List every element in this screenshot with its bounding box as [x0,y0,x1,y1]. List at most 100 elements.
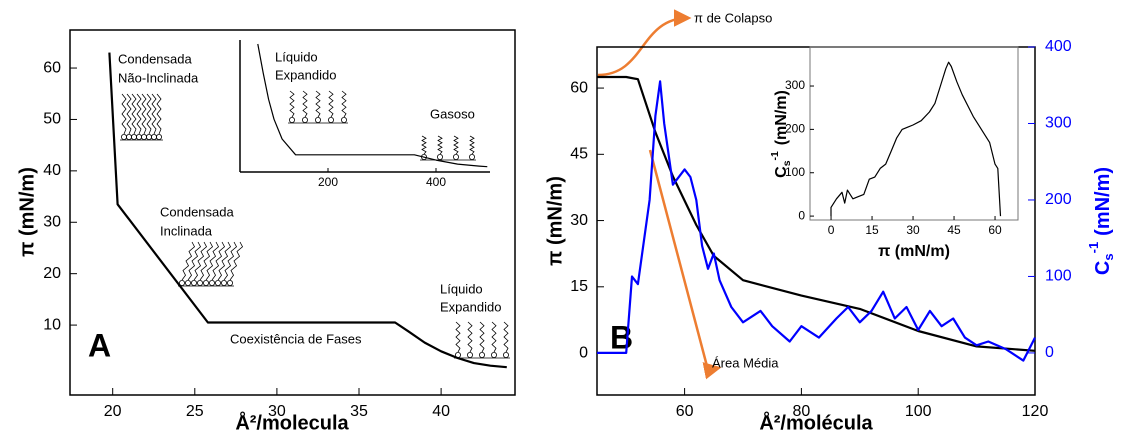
lipid-tail [126,93,132,135]
y-tick-label: 100 [785,165,805,179]
y-tick-label: 50 [43,111,61,128]
panel-label: A [88,327,111,363]
lipid-head [202,279,209,286]
y-tick-label: 60 [570,79,588,96]
axis-title: Cs-1 (mN/m) [770,90,793,178]
axis-title-part: C [1092,261,1114,275]
lipid-tail [151,93,157,135]
lipid-tail [503,321,509,353]
lipid-head [121,133,128,140]
x-tick-label: 45 [947,223,961,237]
lipid-tail [121,93,127,135]
lipid-tail [341,90,347,118]
tangent-line [648,149,710,371]
lipid-tail [141,93,147,135]
axis-title-part: -1 [770,151,781,160]
annotation: π de Colapso [694,10,772,25]
x-axis-title: Å²/molecula [235,410,349,434]
y2-tick-label: 100 [1045,268,1072,285]
lipid-head [226,279,233,286]
lipid-tail [136,93,142,135]
y-tick-label: 300 [785,78,805,92]
lipid-tail [205,241,220,281]
lipid-head [178,279,185,286]
lipid-tail [455,321,461,353]
lipid-head [155,133,162,140]
annotation: Condensada [118,51,192,66]
lipid-head [490,351,497,358]
y-tick-label: 10 [43,316,61,333]
x-tick-label: 30 [268,403,286,420]
lipid-head [214,279,221,286]
lipid-head [190,279,197,286]
lipid-head [420,153,427,160]
lipid-tail [229,241,244,281]
y-tick-label: 40 [43,162,61,179]
lipid-tail [131,93,137,135]
series-line [597,80,1036,362]
lipid-head [135,133,142,140]
series-line [108,52,507,369]
y2-tick-label: 400 [1045,38,1072,55]
axis-title-part: -1 [1086,242,1101,254]
y-tick-label: 30 [570,212,588,229]
series-line [257,43,488,168]
y-tick-label: 0 [798,208,805,222]
lipid-tail [217,241,232,281]
arrow [702,362,722,380]
lipid-tail [302,90,308,118]
lipid-head [468,153,475,160]
axis-title-part: s [782,160,793,166]
x-tick-label: 200 [318,175,338,189]
x-tick-label: 100 [905,403,932,420]
lipid-head [126,133,133,140]
y-tick-label: 60 [43,59,61,76]
x-tick-label: 15 [865,223,879,237]
lipid-head [196,279,203,286]
lipid-tail [146,93,152,135]
y-tick-label: 20 [43,265,61,282]
lipid-head [314,117,321,124]
annotation: Coexistência de Fases [230,331,362,346]
lipid-tail [187,241,202,281]
annotation: Expandido [440,299,501,314]
annotation: Condensada [160,204,234,219]
x-tick-label: 30 [906,223,920,237]
lipid-head [140,133,147,140]
lipid-head [436,153,443,160]
x-tick-label: 80 [793,403,811,420]
lipid-head [478,351,485,358]
x-tick-label: 20 [104,403,122,420]
lipid-head [288,117,295,124]
lipid-head [130,133,137,140]
series-line [830,61,1002,217]
lipid-tail [156,93,162,135]
lipid-head [454,351,461,358]
lipid-tail [315,90,321,118]
x-tick-label: 60 [676,403,694,420]
y-tick-label: 30 [43,213,61,230]
lipid-tail [421,135,427,155]
y-tick-label: 15 [570,278,588,295]
x-tick-label: 120 [1022,403,1049,420]
x-tick-label: 0 [828,223,835,237]
lipid-tail [181,241,196,281]
lipid-tail [328,90,334,118]
y-axis-title: π (mN/m) [16,167,38,257]
lipid-tail [289,90,295,118]
plot-frame [809,46,1019,221]
plot-frame [69,29,516,396]
y-tick-label: 200 [785,122,805,136]
x-tick-label: 35 [350,403,368,420]
annotation: Líquido [440,281,483,296]
annotation: Não-Inclinada [118,70,199,85]
annotation: Gasoso [430,106,475,121]
x-tick-label: 60 [988,223,1002,237]
y-tick-label: 0 [579,344,588,361]
lipid-tail [437,135,443,155]
lipid-head [452,153,459,160]
lipid-tail [453,135,459,155]
axis-title-part: C [773,166,790,178]
panel-label: B [610,319,633,355]
